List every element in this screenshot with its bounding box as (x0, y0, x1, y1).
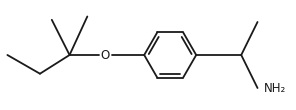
Text: NH₂: NH₂ (263, 82, 286, 94)
Text: O: O (100, 49, 110, 61)
